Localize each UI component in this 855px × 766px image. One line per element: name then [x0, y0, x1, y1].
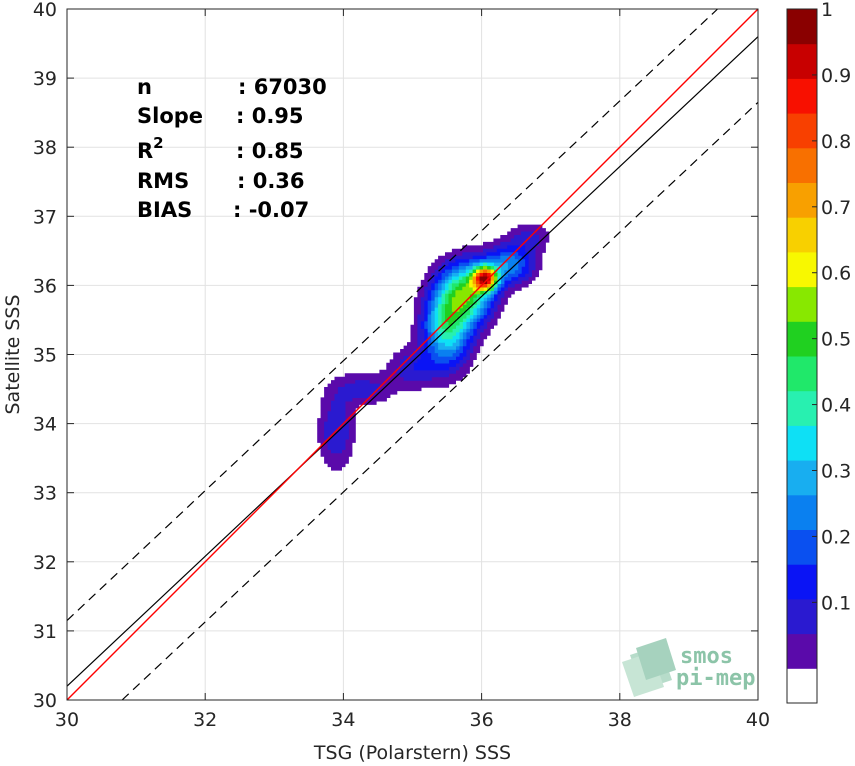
colorbar-segment: [787, 564, 817, 600]
colorbar-segment: [787, 147, 817, 183]
colorbar-tick-label: 0.5: [821, 329, 851, 351]
y-tick-label: 35: [33, 345, 57, 367]
y-tick-label: 33: [33, 483, 57, 505]
x-tick-label: 30: [55, 709, 79, 731]
colorbar-tick-label: 0.4: [821, 395, 851, 417]
colorbar-segment: [787, 425, 817, 461]
x-tick-label: 32: [193, 709, 217, 731]
y-axis-label: Satellite SSS: [2, 294, 24, 414]
colorbar-segment: [787, 251, 817, 288]
colorbar-tick-label: 1: [821, 0, 833, 21]
statistics-box: n : 67030 Slope : 0.95 R2 : 0.85 RMS : 0.36 BIAS…: [137, 75, 327, 222]
colorbar-tick-label: 0.9: [821, 65, 851, 87]
smos-pimep-logo: smos pi-mep: [622, 638, 755, 697]
colorbar-segment: [787, 668, 817, 704]
colorbar-tick-label: 0.8: [821, 131, 851, 153]
colorbar-segment: [787, 529, 817, 565]
y-tick-label: 38: [33, 137, 57, 159]
colorbar-tick-label: 0.1: [821, 592, 851, 614]
colorbar-segment: [787, 113, 817, 149]
x-tick-label: 40: [746, 709, 770, 731]
stat-superscript: 2: [153, 134, 163, 152]
colorbar-segment: [787, 9, 817, 45]
colorbar-tick-label: 0.7: [821, 197, 851, 219]
y-tick-label: 39: [33, 68, 57, 90]
stat-label: RMS: [137, 169, 189, 193]
y-tick-label: 32: [33, 552, 57, 574]
colorbar-segment: [787, 217, 817, 253]
x-tick-label: 36: [470, 709, 494, 731]
y-tick-label: 36: [33, 275, 57, 297]
stat-value: : 0.85: [236, 139, 304, 163]
y-tick-label: 40: [33, 0, 57, 21]
x-tick-label: 38: [608, 709, 632, 731]
colorbar-segment: [787, 390, 817, 426]
colorbar-segment: [787, 43, 817, 79]
axis-ticks: 30 32 34 36 38 40 30 31 32 33 34 35 36 37 38 39 40: [33, 0, 770, 731]
stat-value: : 0.95: [236, 104, 304, 128]
y-tick-label: 37: [33, 206, 57, 228]
colorbar-tick-label: 0.6: [821, 263, 851, 285]
regression-line: [66, 36, 759, 687]
logo-text-bottom: pi-mep: [676, 666, 755, 691]
logo-text-top: smos: [680, 644, 733, 669]
y-tick-label: 34: [33, 414, 57, 436]
reference-lines: [66, 8, 759, 701]
stat-label: BIAS: [137, 198, 192, 222]
density-contours: [317, 224, 550, 471]
colorbar-tick-label: 0.3: [821, 461, 851, 483]
colorbar-segment: [787, 356, 817, 392]
stat-label: R2: [137, 134, 164, 163]
identity-line: [66, 8, 759, 701]
y-tick-label: 31: [33, 621, 57, 643]
stat-value: : -0.07: [233, 198, 309, 222]
colorbar-frame: [786, 8, 818, 704]
colorbar-tick-label: 0.2: [821, 526, 851, 548]
y-tick-label: 30: [33, 690, 57, 712]
stat-label: Slope: [137, 104, 203, 128]
x-tick-label: 34: [331, 709, 355, 731]
colorbar-segment: [787, 494, 817, 530]
colorbar-segment: [787, 182, 817, 218]
colorbar: 0.1 0.2 0.3 0.4 0.5 0.6 0.7 0.8 0.9 1: [786, 0, 851, 704]
colorbar-segment: [787, 78, 817, 114]
colorbar-segment: [787, 286, 817, 322]
colorbar-segment: [787, 633, 817, 669]
logo-graphic-icon: [622, 638, 676, 697]
stat-value: : 67030: [238, 75, 327, 99]
stat-value: : 0.36: [237, 169, 305, 193]
lower-bound-line: [121, 101, 759, 701]
x-axis-label: TSG (Polarstern) SSS: [313, 742, 511, 764]
colorbar-segment: [787, 460, 817, 496]
stat-label: n: [137, 75, 152, 99]
colorbar-segment: [787, 598, 817, 635]
